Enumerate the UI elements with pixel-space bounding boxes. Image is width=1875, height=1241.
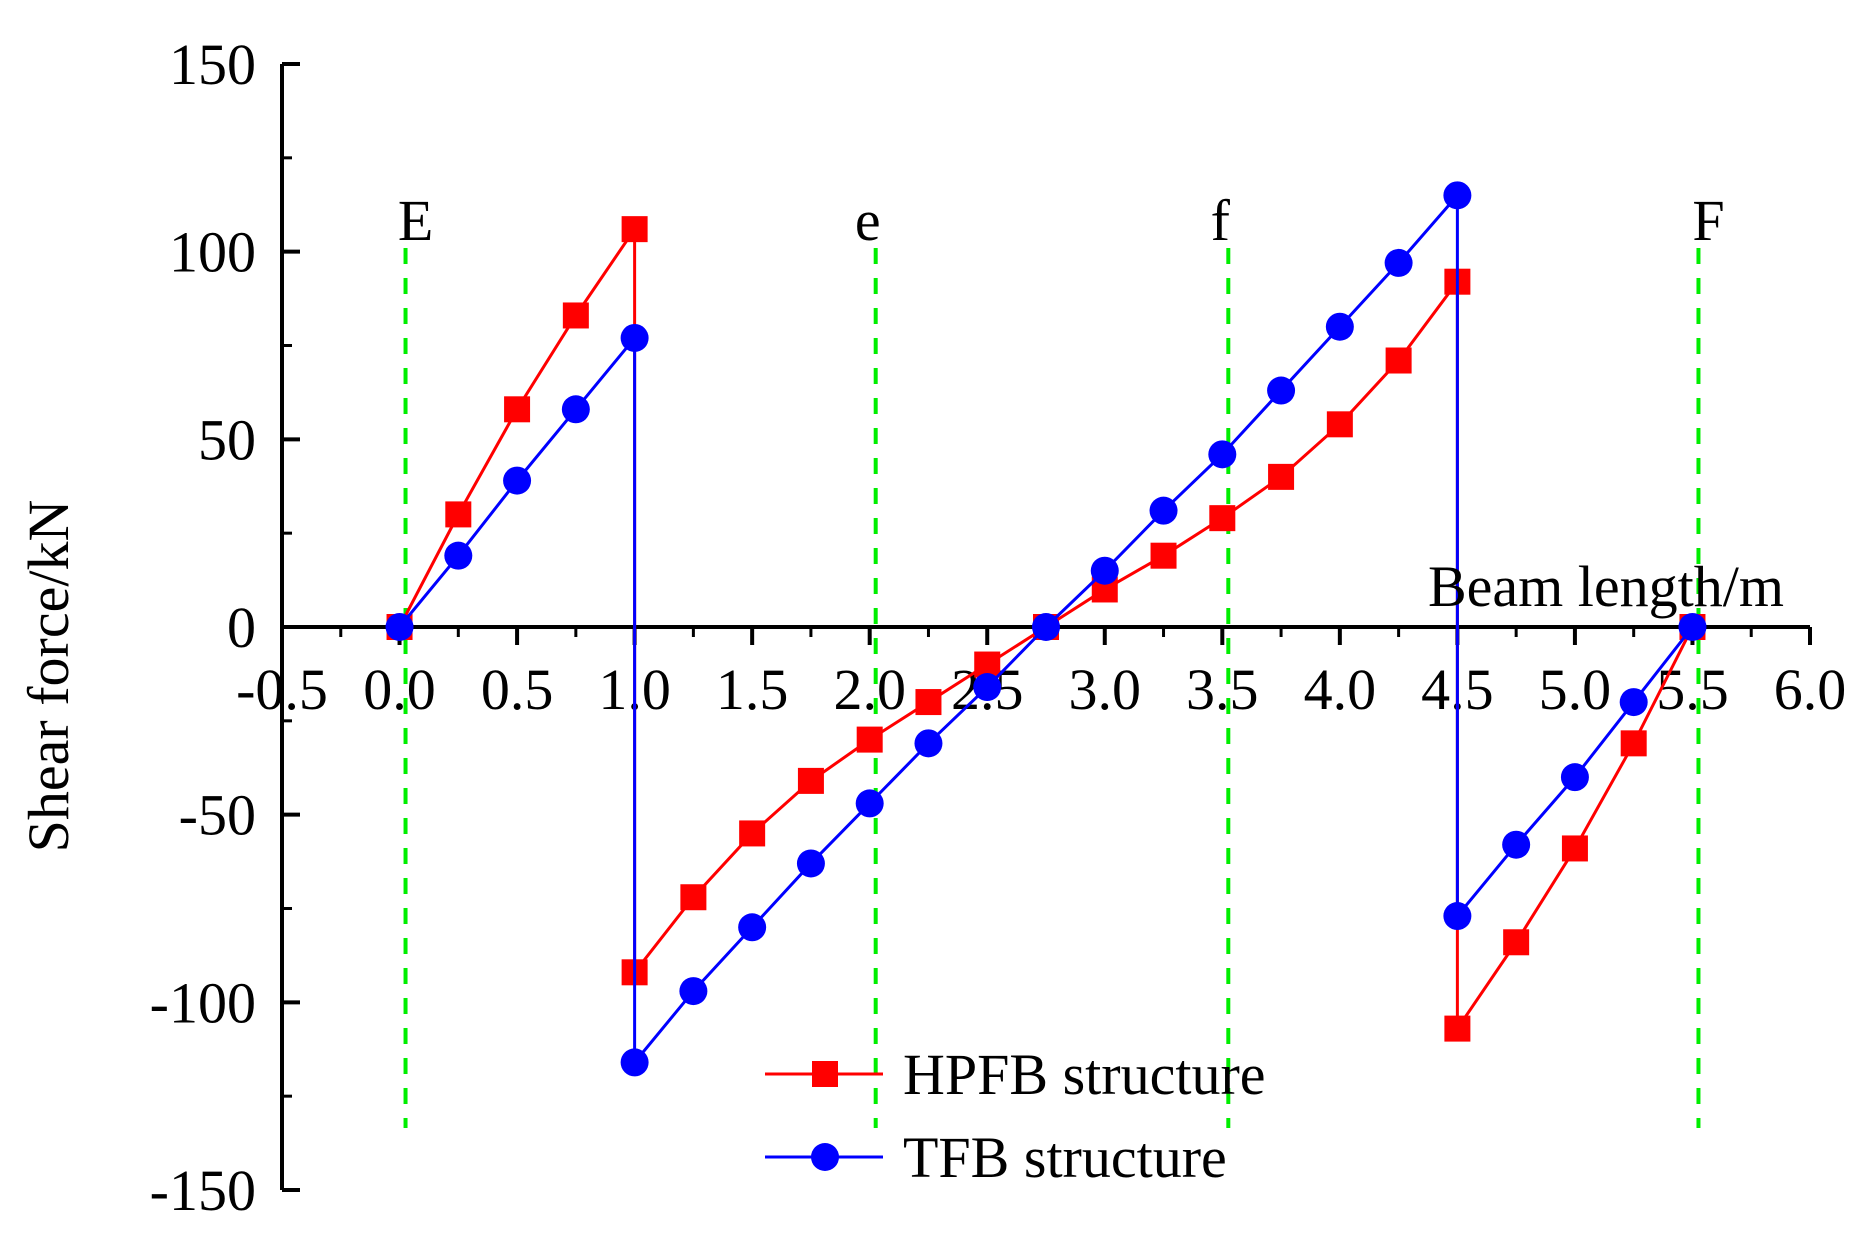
y-tick-label: -100 <box>150 970 256 1035</box>
data-point-square <box>445 501 472 528</box>
data-point-square <box>621 216 648 243</box>
y-tick-label: 100 <box>169 220 256 285</box>
data-point-circle <box>1619 688 1648 717</box>
x-tick-label: 3.0 <box>1069 657 1142 722</box>
data-point-circle <box>855 789 884 818</box>
data-point-square <box>1620 730 1647 757</box>
data-point-square <box>1326 411 1353 438</box>
x-tick-label: 3.5 <box>1186 657 1259 722</box>
data-point-square <box>797 767 824 794</box>
data-point-circle <box>1502 830 1531 859</box>
data-point-square <box>856 726 883 753</box>
data-point-square <box>1444 1015 1471 1042</box>
data-point-circle <box>1208 440 1237 469</box>
x-tick-label: 4.0 <box>1304 657 1377 722</box>
y-tick-label: -150 <box>150 1158 256 1223</box>
data-point-square <box>562 302 589 329</box>
data-point-square <box>504 396 531 423</box>
data-point-circle <box>620 323 649 352</box>
y-tick-label: 0 <box>227 595 256 660</box>
y-tick-label: 50 <box>198 407 256 472</box>
data-point-circle <box>385 613 414 641</box>
x-tick-label: 5.5 <box>1656 657 1729 722</box>
data-point-square <box>739 820 766 847</box>
data-point-circle <box>1560 763 1589 792</box>
x-tick-label: 6.0 <box>1774 657 1847 722</box>
data-point-circle <box>444 541 473 570</box>
data-point-square <box>1385 347 1412 374</box>
data-point-square <box>680 884 707 911</box>
legend-marker-hpfb <box>812 1061 838 1087</box>
legend-marker-tfb <box>811 1143 839 1171</box>
legend-label-tfb: TFB structure <box>903 1125 1227 1190</box>
x-tick-label: 2.0 <box>833 657 906 722</box>
data-point-circle <box>503 466 532 495</box>
x-tick-label: 5.0 <box>1539 657 1612 722</box>
data-point-circle <box>561 395 590 424</box>
series-lines <box>385 181 1707 1077</box>
data-point-square <box>1268 463 1295 490</box>
section-marker-label-3: F <box>1692 188 1724 253</box>
x-tick-label: -0.5 <box>236 657 328 722</box>
x-tick-label: 0.0 <box>363 657 436 722</box>
x-axis-title: Beam length/m <box>1428 554 1784 619</box>
data-point-circle <box>1090 556 1119 585</box>
data-point-circle <box>1149 496 1178 525</box>
data-point-circle <box>679 977 708 1006</box>
legend: HPFB structure TFB structure <box>765 1042 1266 1190</box>
data-point-circle <box>1032 613 1060 641</box>
legend-label-hpfb: HPFB structure <box>903 1042 1266 1107</box>
axes: 150100500-50-100-150-0.50.00.51.01.52.02… <box>150 32 1847 1223</box>
section-marker-label-1: e <box>855 188 881 253</box>
y-tick-label: -50 <box>179 783 256 848</box>
data-point-circle <box>1267 376 1296 405</box>
data-point-circle <box>1443 902 1472 931</box>
data-point-circle <box>1678 613 1707 641</box>
axis-labels: Shear force/kN Beam length/m <box>16 500 1784 853</box>
section-marker-label-2: f <box>1211 188 1231 253</box>
data-point-square <box>915 689 942 716</box>
data-point-circle <box>620 1048 649 1077</box>
data-point-circle <box>1384 248 1413 277</box>
data-point-circle <box>973 673 1002 702</box>
data-point-square <box>1150 542 1177 569</box>
data-point-circle <box>914 729 943 758</box>
data-point-square <box>1561 835 1588 862</box>
data-point-square <box>1503 929 1530 956</box>
data-point-circle <box>738 913 767 942</box>
x-tick-label: 1.5 <box>716 657 789 722</box>
data-point-circle <box>1443 181 1472 210</box>
y-tick-label: 150 <box>169 32 256 97</box>
y-axis-title: Shear force/kN <box>16 500 81 853</box>
section-marker-label-0: E <box>398 188 433 253</box>
x-tick-label: 0.5 <box>481 657 554 722</box>
data-point-circle <box>1325 312 1354 341</box>
data-point-square <box>1209 505 1236 532</box>
data-point-circle <box>796 849 825 878</box>
